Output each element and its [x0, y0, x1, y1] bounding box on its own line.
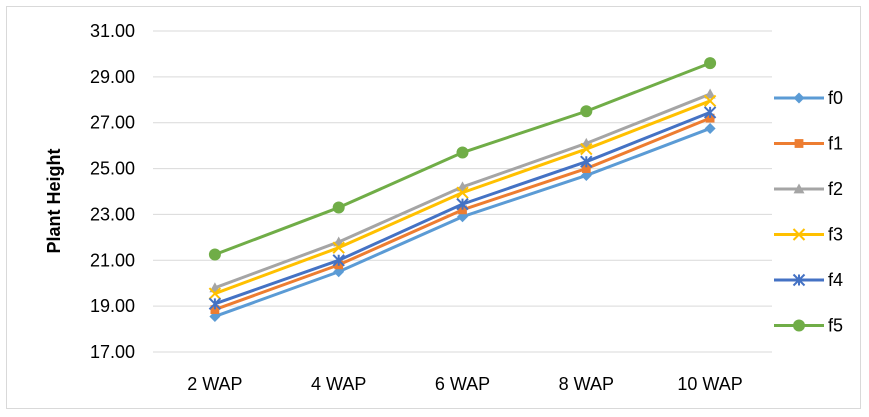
x-tick-label: 10 WAP — [677, 374, 742, 394]
legend-label: f4 — [828, 270, 843, 290]
x-tick-label: 4 WAP — [311, 374, 366, 394]
y-tick-label: 29.00 — [90, 67, 135, 87]
series-lines — [208, 57, 717, 322]
data-point — [456, 146, 469, 159]
series-f5 — [208, 57, 717, 261]
data-point — [208, 287, 222, 300]
series-line — [214, 99, 711, 295]
legend-item-f1: f1 — [774, 134, 843, 154]
data-point — [210, 305, 220, 314]
y-tick-label: 17.00 — [90, 342, 135, 362]
y-tick-label: 31.00 — [90, 21, 135, 41]
series-f1 — [210, 113, 715, 314]
data-point — [208, 248, 221, 261]
data-point — [705, 113, 715, 123]
legend-marker — [793, 319, 805, 332]
data-point — [703, 94, 717, 108]
legend-label: f1 — [828, 134, 843, 154]
series-f3 — [208, 94, 717, 300]
legend-marker — [792, 228, 806, 241]
data-point — [580, 105, 593, 118]
legend-label: f0 — [828, 88, 843, 108]
data-point — [581, 164, 591, 173]
x-tick-label: 6 WAP — [435, 374, 490, 394]
y-tick-label: 23.00 — [90, 204, 135, 224]
legend-label: f3 — [828, 225, 843, 245]
data-point — [456, 186, 469, 199]
legend-label: f2 — [828, 179, 843, 199]
data-point — [208, 297, 222, 311]
y-tick-label: 25.00 — [90, 159, 135, 179]
series-f4 — [208, 106, 717, 311]
gridlines — [153, 30, 772, 353]
data-point — [458, 205, 467, 215]
legend-item-f2: f2 — [774, 179, 843, 199]
data-point — [332, 201, 345, 214]
legend: f0 f1 f2 f3 f4 f5 — [774, 88, 843, 336]
data-point — [704, 57, 717, 70]
x-tick-labels: 2 WAP 4 WAP 6 WAP 8 WAP 10 WAP — [187, 374, 743, 394]
legend-item-f0: f0 — [774, 88, 843, 108]
x-tick-label: 8 WAP — [559, 374, 614, 394]
data-point — [580, 155, 593, 168]
y-tick-labels: 17.00 19.00 21.00 23.00 25.00 27.00 29.00 31.00 — [90, 21, 135, 362]
data-point — [704, 122, 716, 134]
legend-item-f3: f3 — [774, 225, 843, 245]
data-point — [332, 241, 345, 254]
y-axis-label: Plant Height — [44, 148, 64, 253]
x-tick-label: 2 WAP — [187, 374, 242, 394]
data-point — [580, 142, 593, 156]
data-point — [332, 254, 345, 267]
legend-marker — [794, 139, 804, 148]
legend-marker — [793, 92, 805, 104]
legend-label: f5 — [828, 316, 843, 336]
legend-item-f5: f5 — [774, 316, 843, 336]
series-line — [214, 61, 711, 256]
y-tick-label: 21.00 — [90, 250, 135, 270]
data-point — [704, 88, 716, 99]
legend-item-f4: f4 — [774, 270, 843, 290]
y-tick-label: 27.00 — [90, 113, 135, 133]
legend-marker — [792, 273, 806, 287]
data-point — [456, 197, 469, 211]
y-tick-label: 19.00 — [90, 296, 135, 316]
chart-area — [6, 6, 861, 409]
data-point — [703, 106, 717, 119]
series-f2 — [209, 88, 716, 293]
legend-marker — [793, 183, 805, 194]
